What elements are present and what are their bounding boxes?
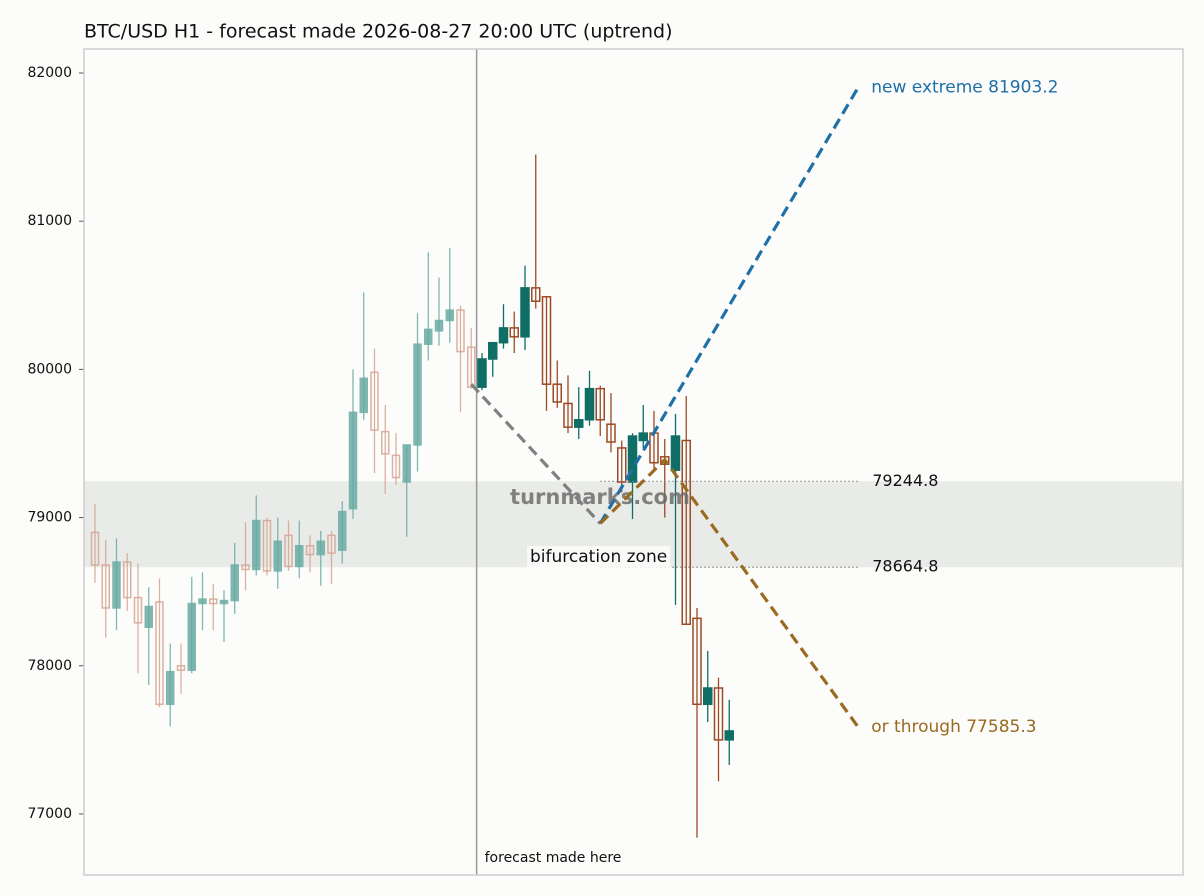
candle-body — [477, 358, 487, 388]
y-tick-label: 81000 — [27, 213, 72, 229]
candle-body — [456, 309, 465, 353]
candle-body — [563, 402, 573, 428]
y-tick-label: 82000 — [27, 65, 72, 81]
candle-body — [692, 617, 702, 706]
chart-title: BTC/USD H1 - forecast made 2026-08-27 20… — [84, 21, 672, 43]
candle-body — [660, 456, 670, 465]
candle-body — [327, 534, 336, 554]
candle-body — [133, 596, 143, 624]
candle-body — [703, 687, 713, 706]
candle-body — [627, 435, 638, 483]
candle-body — [252, 519, 261, 571]
zone-label-bg — [527, 546, 671, 568]
candle-body — [520, 287, 530, 338]
zone-level-label: 78664.8 — [872, 557, 938, 576]
candle-body — [488, 341, 498, 360]
candle-body — [606, 423, 616, 443]
candle-body — [295, 544, 304, 568]
candle-body — [284, 534, 293, 568]
zone-label: bifurcation zone — [530, 547, 667, 567]
candle-body — [370, 371, 379, 431]
candle-body — [262, 519, 272, 572]
candle-body — [166, 670, 175, 706]
candle-body — [219, 599, 229, 605]
candle-body — [187, 602, 196, 671]
candle-body — [273, 540, 282, 572]
candle-body — [381, 430, 390, 455]
candle-body — [424, 328, 433, 345]
candle-body — [90, 531, 100, 566]
candle-body — [531, 287, 541, 302]
candle-body — [584, 387, 595, 421]
candle-body — [316, 540, 325, 556]
candle-body — [509, 327, 519, 338]
y-tick-label: 77000 — [27, 806, 72, 822]
candle-body — [101, 564, 110, 609]
candle-body — [724, 730, 734, 741]
candle-body — [541, 296, 552, 385]
candle-body — [348, 411, 358, 510]
candle-body — [413, 343, 422, 446]
forecast-note: forecast made here — [485, 850, 622, 866]
projection-label: new extreme 81903.2 — [871, 77, 1058, 97]
y-tick-label: 79000 — [27, 510, 72, 526]
candle-body — [144, 605, 153, 628]
candle-body — [574, 419, 584, 428]
y-tick-label: 80000 — [27, 361, 72, 377]
candle-body — [498, 327, 509, 344]
candle-body — [670, 435, 681, 471]
candle-body — [198, 598, 207, 605]
candle-body — [402, 444, 411, 483]
projection-label: or through 77585.3 — [871, 717, 1036, 737]
candle-body — [123, 561, 132, 599]
candle-body — [713, 687, 724, 741]
candle-body — [552, 383, 562, 403]
candle-body — [391, 454, 401, 479]
candle-body — [467, 346, 476, 388]
candle-body — [230, 564, 239, 602]
zone-level-label: 79244.8 — [872, 471, 938, 490]
candle-body — [359, 377, 368, 414]
candle-body — [338, 510, 347, 551]
candle-body — [176, 665, 186, 671]
candle-body — [241, 564, 250, 571]
candle-body — [112, 561, 121, 609]
candle-body — [445, 309, 454, 322]
watermark: turnmarks.com — [510, 485, 690, 509]
candle-body — [595, 387, 605, 421]
candle-body — [638, 432, 648, 442]
candle-body — [209, 598, 218, 605]
y-tick-label: 78000 — [27, 658, 72, 674]
candle-body — [155, 601, 164, 706]
candle-body — [434, 319, 444, 332]
projection-line — [470, 383, 602, 525]
candle-body — [305, 544, 315, 556]
candle-body — [681, 439, 691, 626]
candle-body — [617, 447, 627, 483]
plot-frame — [83, 48, 1184, 876]
projection-line — [599, 457, 860, 729]
